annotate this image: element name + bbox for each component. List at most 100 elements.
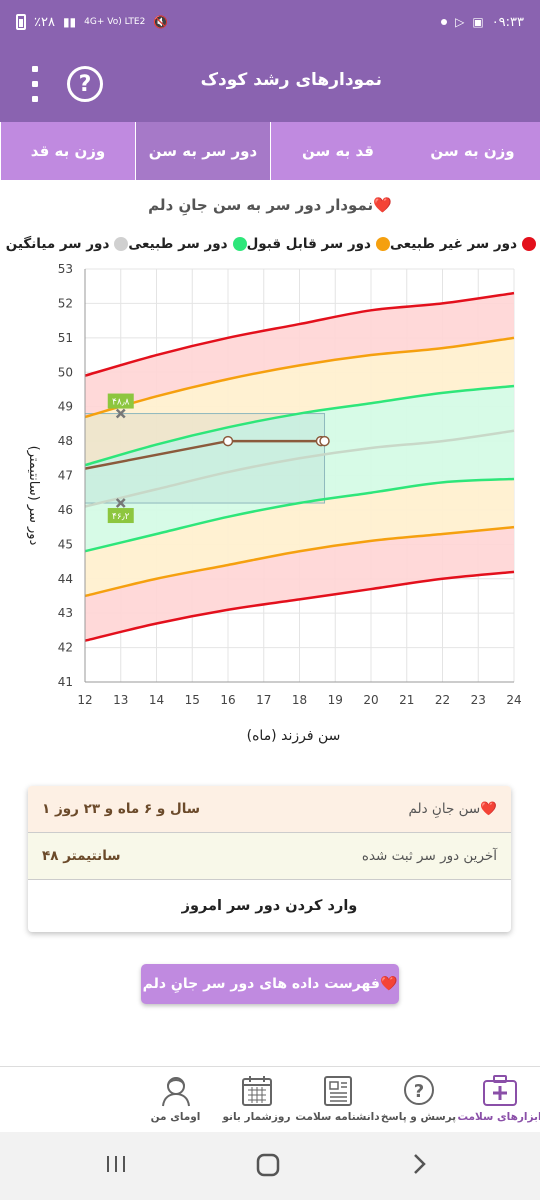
- notification-dot-icon: [441, 19, 448, 25]
- legend-dot: [375, 237, 390, 251]
- x-tick-label: 24: [506, 693, 521, 707]
- legend-item-acceptable: دور سر قابل قبول: [247, 236, 390, 252]
- legend-item-abnormal: دور سر غیر طبیعی: [390, 236, 536, 252]
- tab-weight-height[interactable]: وزن به قد: [0, 122, 135, 180]
- help-icon[interactable]: ?: [67, 66, 103, 102]
- nav-encyclopedia[interactable]: دانشنامه سلامت: [295, 1067, 380, 1133]
- y-axis-title: دور سر (سانتیمتر): [26, 446, 41, 546]
- x-tick-label: 19: [328, 693, 343, 707]
- x-tick-label: 16: [220, 693, 235, 707]
- marker-label-box: [107, 393, 134, 409]
- tab-height-age[interactable]: قد به سن: [270, 122, 405, 180]
- encyclopedia-icon: [323, 1076, 352, 1106]
- legend-label: دور سر قابل قبول: [246, 236, 371, 252]
- clock: ۰۹:۳۳: [491, 14, 524, 30]
- marker-cross: [115, 408, 126, 419]
- child-point: [222, 435, 234, 447]
- x-tick-label: 21: [399, 693, 414, 707]
- mute-icon: 🔇: [153, 15, 169, 29]
- marker-cross: [115, 498, 126, 508]
- series-line: [84, 384, 515, 467]
- status-bar: ٪۲۸ ▮▮ 4G+ Vo) LTE2 🔇 ▷ ▣ ۰۹:۳۳: [0, 0, 540, 44]
- age-row: ۱ سال و ۶ ماه و ۲۳ روز سن جانِ دلم❤️: [28, 786, 511, 833]
- last-measure-label: آخرین دور سر ثبت شده: [361, 848, 497, 864]
- nav-label: پرسش و پاسخ: [380, 1111, 457, 1123]
- nav-label: اومای من: [150, 1111, 201, 1123]
- x-tick-label: 13: [113, 693, 128, 707]
- overflow-menu-icon[interactable]: [28, 66, 42, 102]
- nav-calendar[interactable]: روزشمار بانو: [216, 1067, 297, 1133]
- band-lower-acceptable: [85, 478, 514, 596]
- image-icon: ▣: [472, 15, 484, 29]
- nav-label: ابزارهای سلامت: [457, 1111, 540, 1123]
- home-icon[interactable]: [255, 1152, 281, 1178]
- network-type: 4G+ Vo) LTE2: [84, 17, 146, 27]
- band-upper-acceptable: [85, 337, 514, 466]
- x-tick-label: 17: [256, 693, 271, 707]
- battery-icon: [16, 14, 26, 30]
- marker-label: ۴۸٫۸: [112, 398, 130, 408]
- y-tick-label: 53: [58, 262, 73, 276]
- play-store-icon: ▷: [455, 15, 465, 29]
- band-normal: [85, 386, 514, 552]
- system-nav-bar: [0, 1132, 540, 1200]
- back-icon[interactable]: [408, 1152, 432, 1176]
- series-line: [84, 291, 515, 377]
- nav-profile[interactable]: اومای من: [135, 1067, 216, 1133]
- info-card: ۱ سال و ۶ ماه و ۲۳ روز سن جانِ دلم❤️ ۴۸ …: [28, 786, 511, 932]
- y-tick-label: 43: [58, 606, 73, 620]
- legend-item-average: دور سر میانگین: [6, 236, 129, 252]
- x-tick-label: 20: [363, 693, 378, 707]
- reference-box: [84, 413, 326, 504]
- health-kit-icon: [482, 1075, 517, 1106]
- x-tick-label: 23: [471, 693, 486, 707]
- x-tick-label: 18: [292, 693, 307, 707]
- nav-label: دانشنامه سلامت: [295, 1111, 380, 1123]
- recents-icon[interactable]: [104, 1152, 128, 1176]
- y-tick-label: 48: [58, 434, 73, 448]
- tab-head-age[interactable]: دور سر به سن: [135, 122, 270, 180]
- y-tick-label: 42: [58, 641, 73, 655]
- series-line: [84, 336, 515, 419]
- data-list-button[interactable]: فهرست داده های دور سر جانِ دلم❤️: [141, 964, 399, 1004]
- nav-health-tools[interactable]: ابزارهای سلامت: [457, 1067, 540, 1133]
- y-tick-label: 44: [58, 572, 73, 586]
- marker-label-box: [107, 508, 134, 524]
- x-axis-title: سن فرزند (ماه): [247, 728, 341, 744]
- child-point: [319, 435, 330, 447]
- y-tick-label: 46: [58, 503, 73, 517]
- y-tick-label: 50: [58, 365, 73, 379]
- y-tick-label: 45: [58, 537, 73, 551]
- last-measure-row: ۴۸ سانتیمتر آخرین دور سر ثبت شده: [28, 833, 511, 880]
- y-tick-label: 52: [58, 296, 73, 310]
- chart-legend: دور سر غیر طبیعی دور سر قابل قبول دور سر…: [6, 236, 536, 252]
- y-tick-label: 47: [58, 469, 73, 483]
- legend-dot: [114, 237, 129, 251]
- legend-label: دور سر غیر طبیعی: [389, 236, 517, 252]
- legend-dot: [232, 237, 247, 251]
- series-line: [84, 570, 515, 642]
- head-circumference-chart[interactable]: ۴۸٫۸ ۴۶٫۲ 12 13 14 15 16 17 18 19 20 21 22 23 24 41 42 43…: [0, 256, 540, 756]
- question-icon: ?: [403, 1075, 434, 1105]
- tab-weight-age[interactable]: وزن به سن: [430, 142, 515, 160]
- x-tick-label: 22: [435, 693, 450, 707]
- legend-label: دور سر طبیعی: [128, 236, 228, 252]
- enter-today-button[interactable]: وارد کردن دور سر امروز: [181, 898, 358, 914]
- legend-item-normal: دور سر طبیعی: [128, 236, 247, 252]
- nav-qa[interactable]: ? پرسش و پاسخ: [378, 1067, 459, 1133]
- y-tick-label: 51: [58, 331, 73, 345]
- chart-title: نمودار دور سر به سن جانِ دلم❤️: [148, 196, 392, 214]
- page-title: نمودارهای رشد کودک: [200, 70, 382, 90]
- nav-label: روزشمار بانو: [222, 1111, 291, 1123]
- y-tick-label: 49: [58, 400, 73, 414]
- svg-text:?: ?: [413, 1081, 423, 1102]
- x-tick-label: 14: [149, 693, 164, 707]
- calendar-icon: [241, 1076, 272, 1106]
- profile-icon: [161, 1077, 190, 1107]
- x-tick-label: 12: [77, 693, 92, 707]
- chart-tabs: وزن به سن قد به سن دور سر به سن وزن به ق…: [0, 122, 540, 180]
- series-line: [84, 429, 515, 508]
- series-line: [84, 477, 515, 553]
- band-lower-abnormal: [85, 527, 514, 641]
- age-label: سن جانِ دلم❤️: [408, 801, 497, 817]
